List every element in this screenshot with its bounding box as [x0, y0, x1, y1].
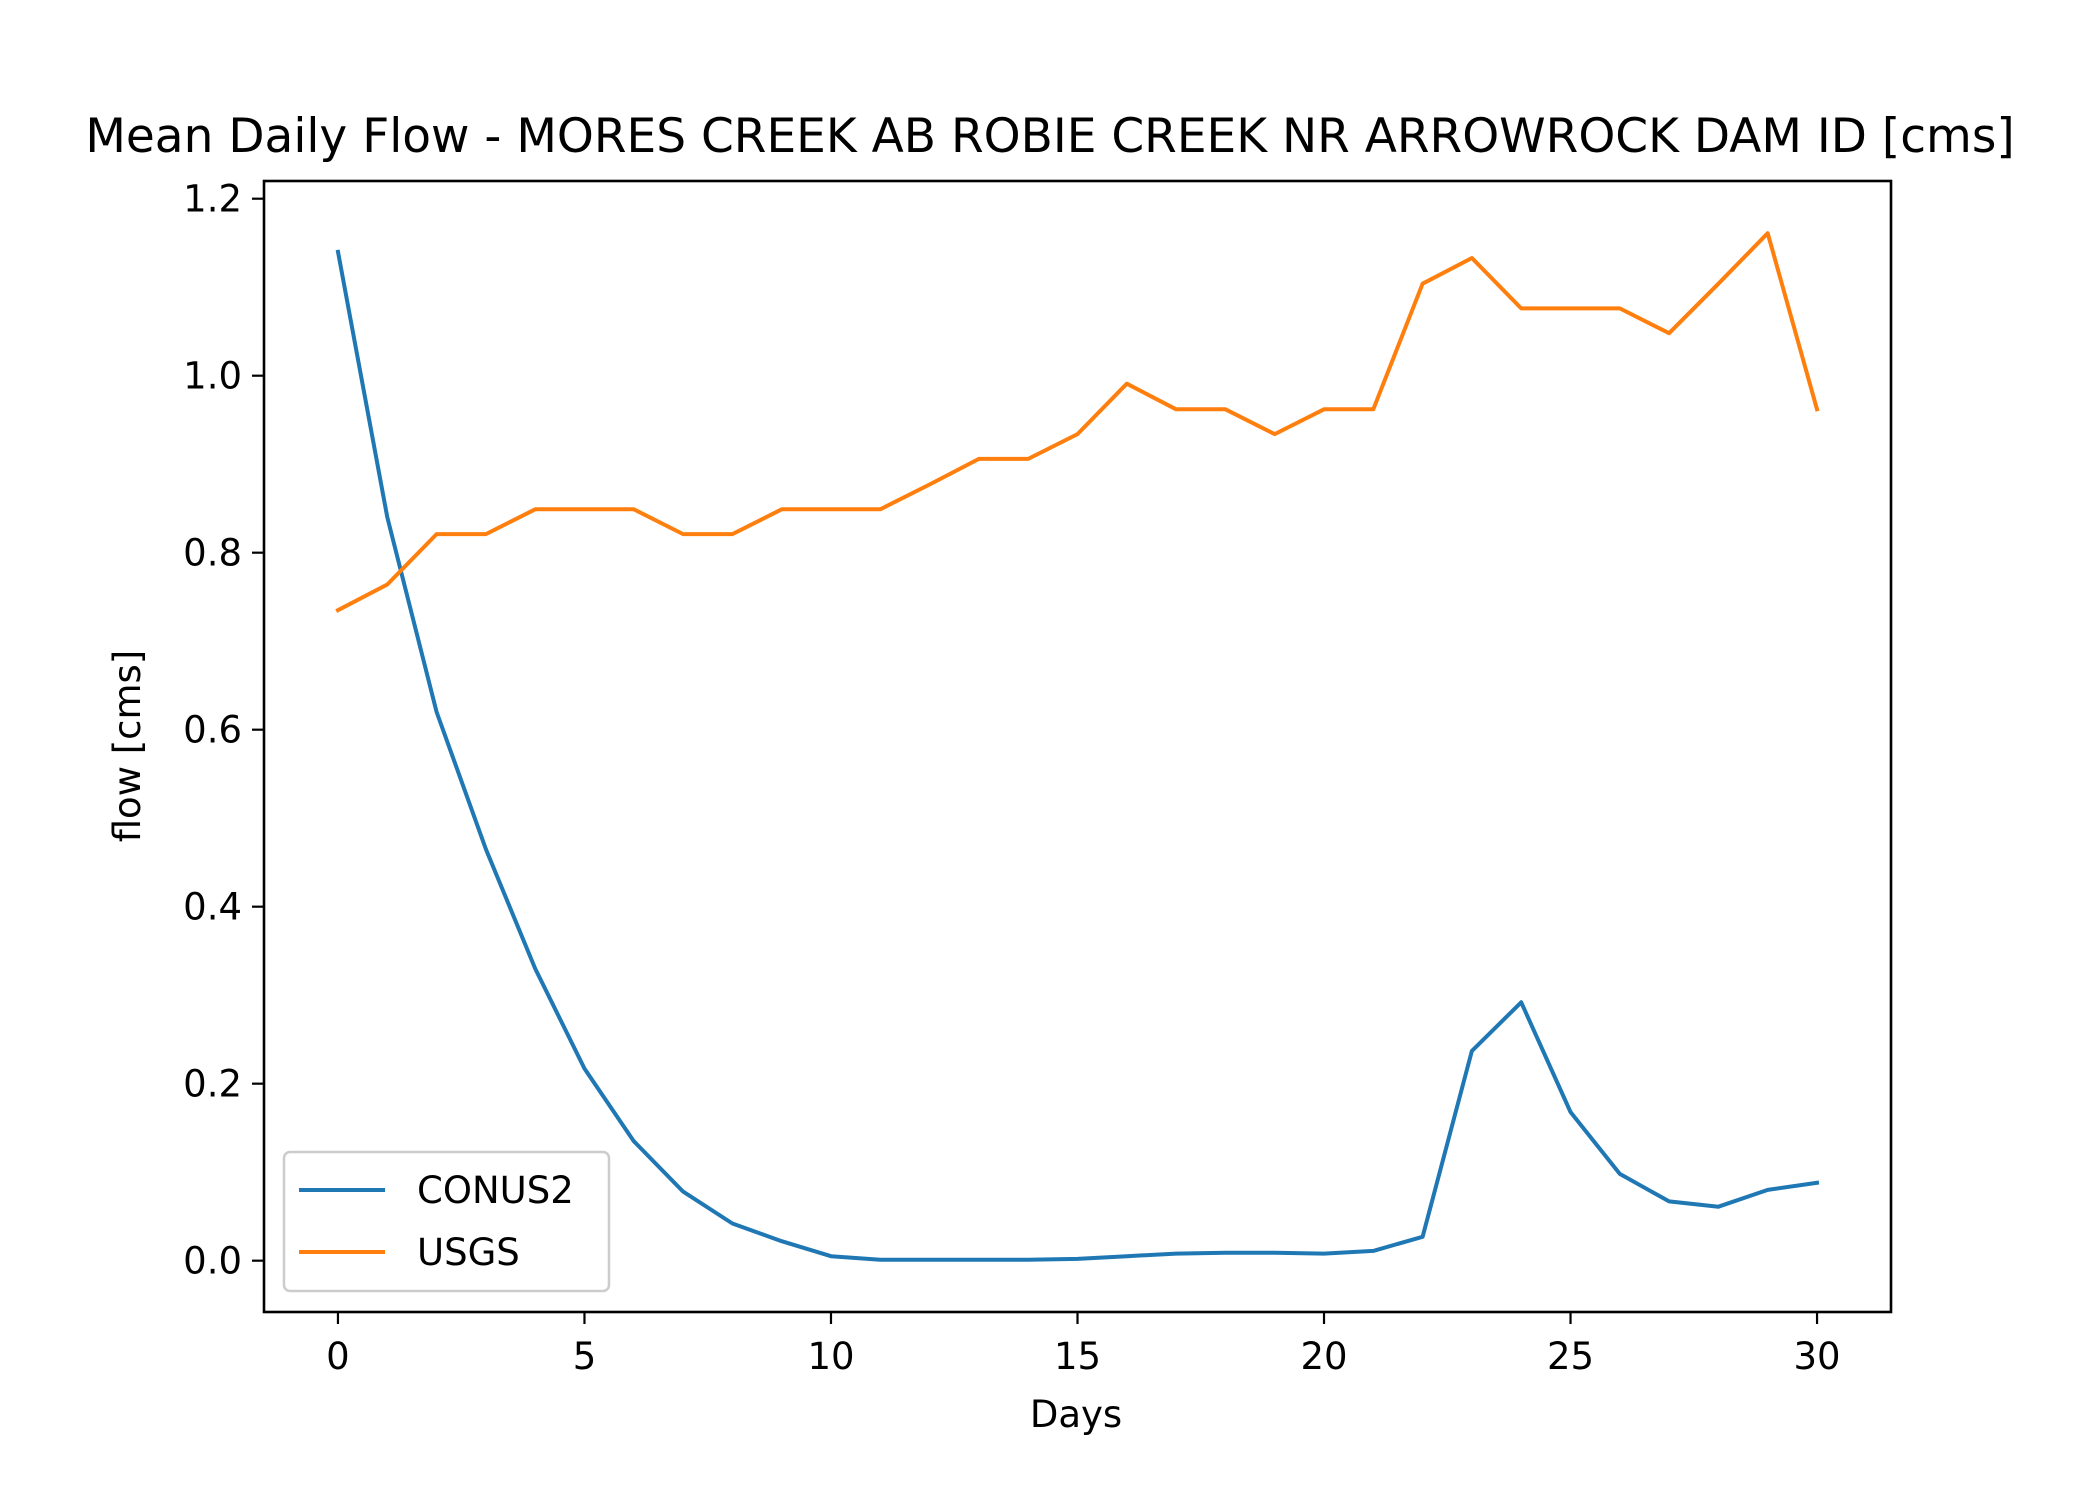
x-axis-ticks: 0 5 10 15 20 25 30 — [326, 1312, 1841, 1378]
x-axis-label: Days — [1030, 1393, 1122, 1436]
y-tick-label: 0.6 — [183, 709, 242, 752]
x-tick-label: 30 — [1793, 1335, 1840, 1378]
x-tick-label: 0 — [326, 1335, 350, 1378]
y-tick-label: 0.4 — [183, 886, 242, 929]
legend-label-usgs: USGS — [417, 1231, 520, 1274]
x-tick-label: 20 — [1300, 1335, 1347, 1378]
y-axis-label: flow [cms] — [106, 650, 149, 843]
y-tick-label: 0.0 — [183, 1240, 242, 1283]
y-tick-label: 1.0 — [183, 355, 242, 398]
y-tick-label: 1.2 — [183, 178, 242, 221]
legend-frame — [282, 1150, 611, 1293]
series-layer — [335, 231, 1820, 1262]
x-tick-label: 10 — [807, 1335, 854, 1378]
x-tick-label: 5 — [573, 1335, 597, 1378]
y-tick-label: 0.8 — [183, 532, 242, 575]
chart-title: Mean Daily Flow - MORES CREEK AB ROBIE C… — [85, 109, 2014, 164]
series-line-conus2 — [335, 249, 1820, 1262]
series-line-usgs — [335, 231, 1820, 613]
legend-label-conus2: CONUS2 — [417, 1169, 574, 1212]
x-tick-label: 15 — [1054, 1335, 1101, 1378]
y-tick-label: 0.2 — [183, 1063, 242, 1106]
plot-frame — [262, 179, 1893, 1314]
x-tick-label: 25 — [1547, 1335, 1594, 1378]
y-axis-ticks: 0.0 0.2 0.4 0.6 0.8 1.0 1.2 — [183, 178, 264, 1283]
legend: CONUS2 USGS — [282, 1150, 611, 1293]
